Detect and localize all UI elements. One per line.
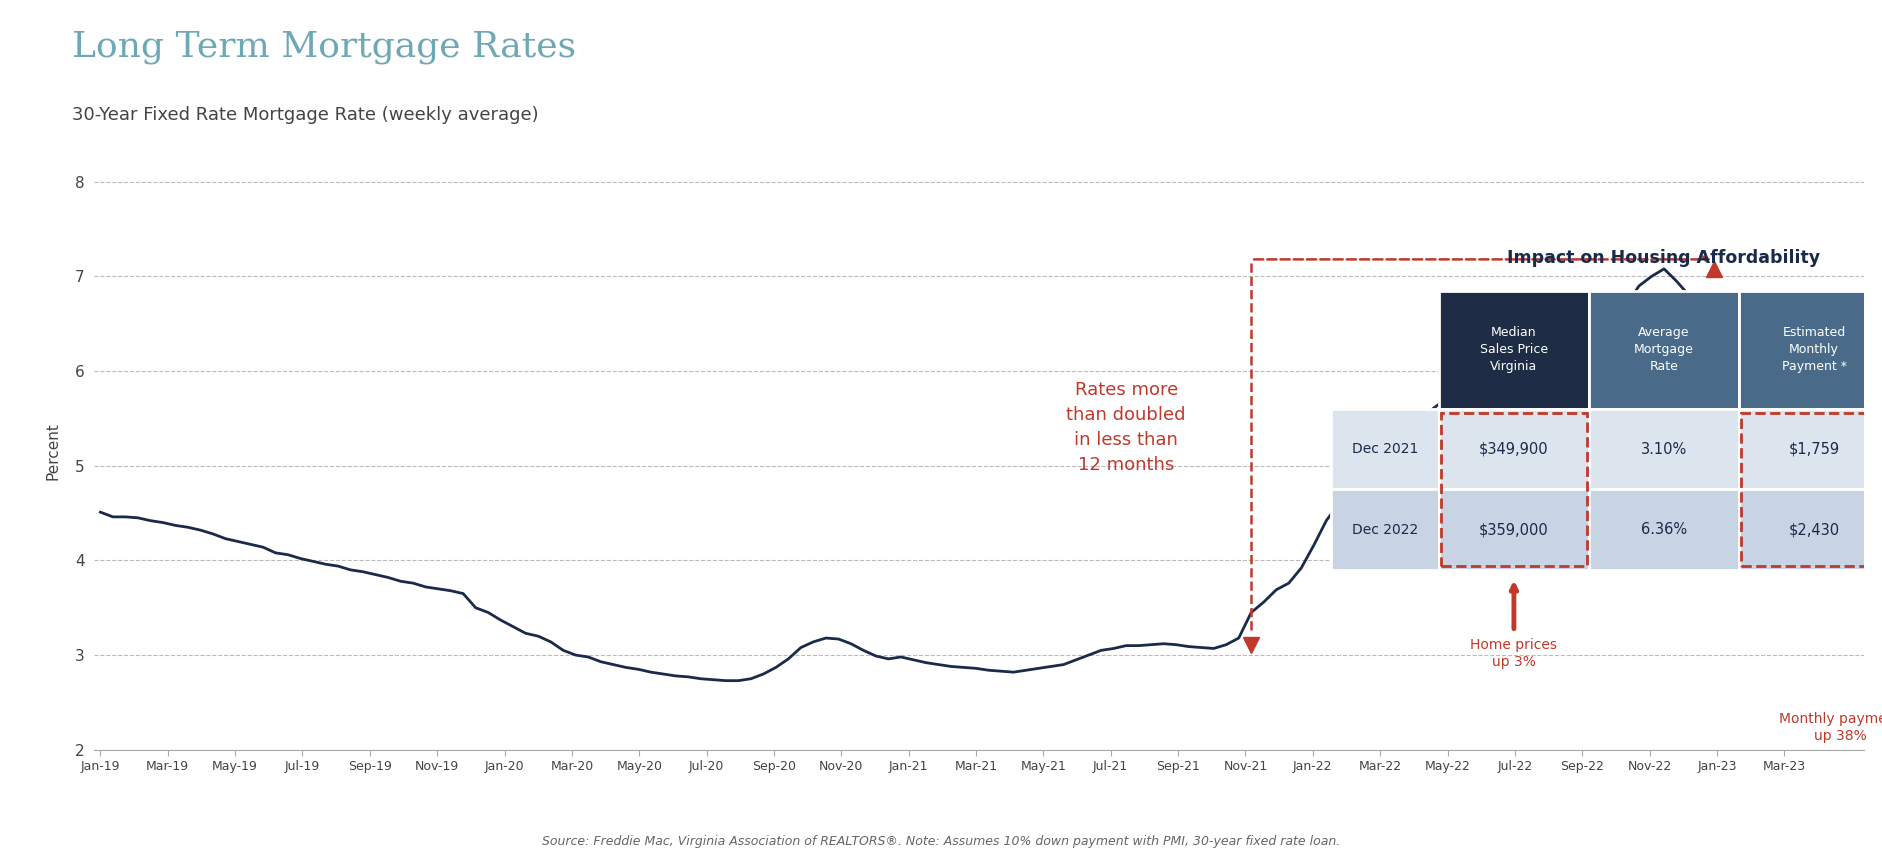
- Bar: [1739, 409, 1882, 489]
- Bar: [1588, 409, 1739, 489]
- Bar: [1438, 489, 1588, 570]
- Text: Estimated
Monthly
Payment *: Estimated Monthly Payment *: [1780, 326, 1846, 373]
- Text: $349,900: $349,900: [1479, 441, 1547, 457]
- Text: 6.36%: 6.36%: [1639, 522, 1686, 537]
- Text: Long Term Mortgage Rates: Long Term Mortgage Rates: [72, 30, 576, 64]
- Text: 3.10%: 3.10%: [1639, 441, 1686, 457]
- Text: Impact on Housing Affordability: Impact on Housing Affordability: [1507, 249, 1820, 267]
- Text: Monthly payment
up 38%: Monthly payment up 38%: [1778, 712, 1882, 743]
- Bar: [1438, 409, 1588, 489]
- Bar: [1440, 412, 1587, 566]
- Text: Dec 2022: Dec 2022: [1351, 522, 1417, 537]
- Text: Median
Sales Price
Virginia: Median Sales Price Virginia: [1479, 326, 1547, 373]
- Text: Average
Mortgage
Rate: Average Mortgage Rate: [1634, 326, 1694, 373]
- Bar: [1739, 291, 1882, 409]
- Text: $359,000: $359,000: [1477, 522, 1549, 537]
- Text: $2,430: $2,430: [1788, 522, 1839, 537]
- Text: 30-Year Fixed Rate Mortgage Rate (weekly average): 30-Year Fixed Rate Mortgage Rate (weekly…: [72, 106, 538, 124]
- Bar: [1331, 409, 1438, 489]
- Text: Home prices
up 3%: Home prices up 3%: [1470, 638, 1556, 670]
- Y-axis label: Percent: Percent: [45, 423, 60, 481]
- Text: Rates more
than doubled
in less than
12 months: Rates more than doubled in less than 12 …: [1065, 382, 1186, 475]
- Bar: [1438, 291, 1588, 409]
- Text: Dec 2021: Dec 2021: [1351, 442, 1417, 456]
- Text: Source: Freddie Mac, Virginia Association of REALTORS®. Note: Assumes 10% down p: Source: Freddie Mac, Virginia Associatio…: [542, 835, 1340, 848]
- Bar: [1588, 489, 1739, 570]
- Bar: [1739, 489, 1882, 570]
- Bar: [1588, 291, 1739, 409]
- Bar: [1741, 412, 1882, 566]
- Bar: [1331, 489, 1438, 570]
- Text: $1,759: $1,759: [1788, 441, 1839, 457]
